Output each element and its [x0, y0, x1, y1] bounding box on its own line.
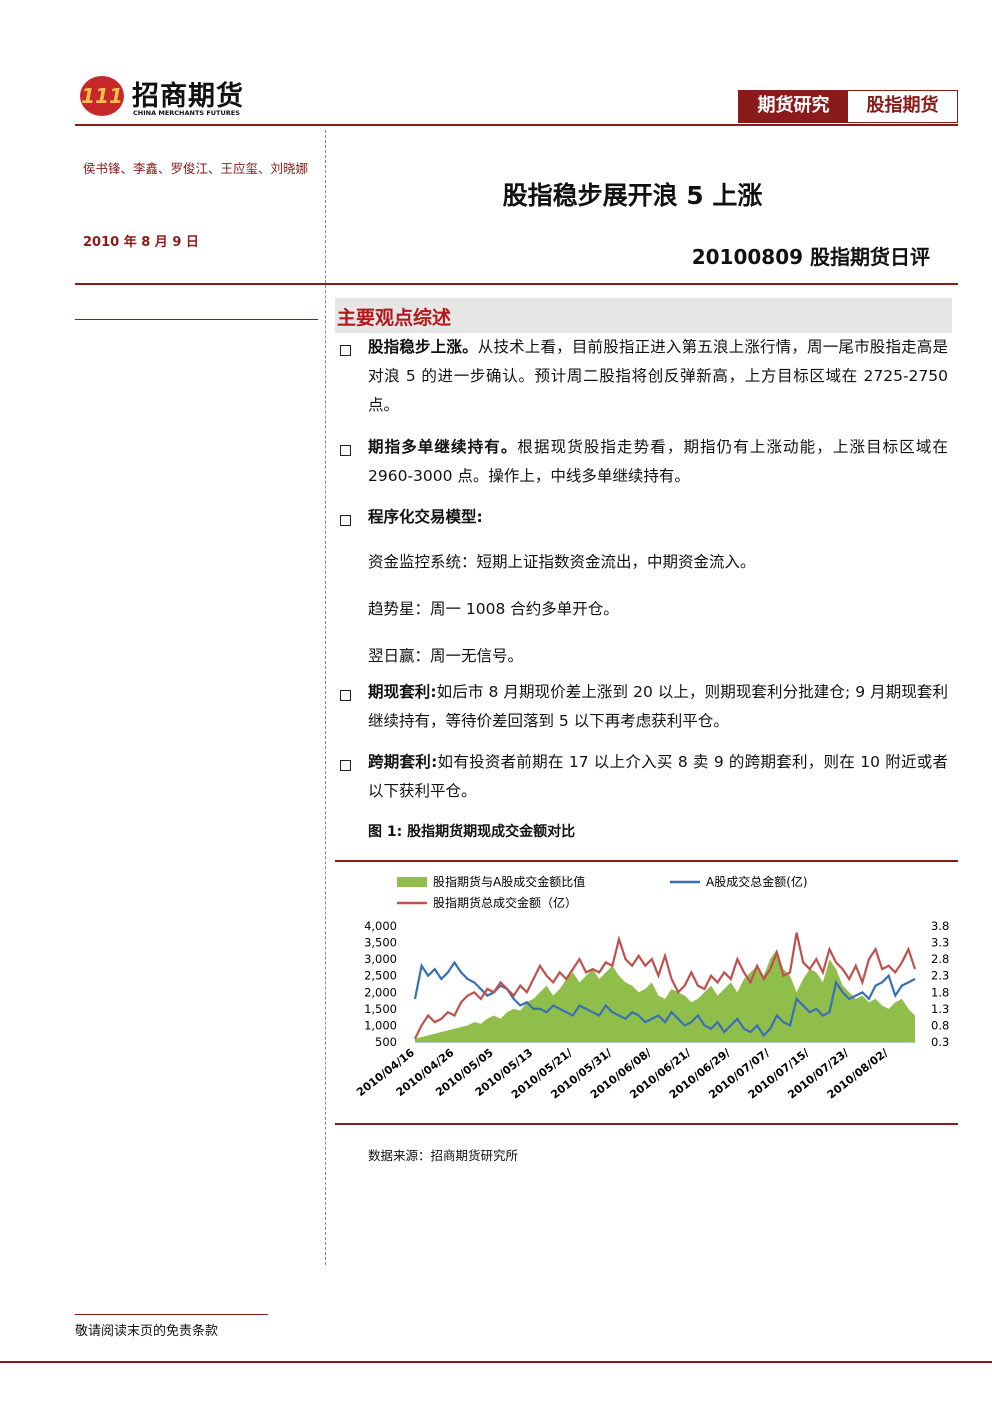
bullet-box — [340, 345, 351, 356]
bullet-box — [340, 690, 351, 701]
y2-tick-label: 0.8 — [931, 1018, 949, 1032]
line — [414, 932, 917, 1040]
model-line: 趋势星：周一 1008 合约多单开仓。 — [368, 600, 619, 618]
svg-text:111: 111 — [81, 84, 123, 108]
doc-title: 股指稳步展开浪 5 上涨 — [502, 181, 763, 210]
logo-cn: 招商期货 — [132, 81, 244, 112]
logo-icon: 111 — [80, 76, 124, 116]
authors: 侯书锋、李鑫、罗俊江、王应玺、刘晓娜 — [83, 161, 309, 176]
y2-tick-label: 3.3 — [931, 936, 949, 950]
header-tag: 股指期货 — [866, 95, 939, 116]
title-rule — [75, 283, 958, 285]
bullet-box — [340, 515, 351, 526]
bullet: 期指多单继续持有。根据现货股指走势看，期指仍有上涨动能，上涨目标区域在 2960… — [368, 433, 948, 491]
legend-label: 股指期货与A股成交金额比值 — [433, 874, 585, 889]
y-tick-label: 1,500 — [364, 1002, 397, 1016]
doc-subtitle: 20100809 股指期货日评 — [691, 245, 930, 269]
bullet-box — [340, 760, 351, 771]
bullet-lead: 股指稳步上涨。 — [368, 338, 478, 356]
y2-tick-label: 2.8 — [931, 952, 949, 966]
bullet-text: 如后市 8 月期现价差上涨到 20 以上，则期现套利分批建仓; 9 月期现套利继… — [368, 683, 948, 730]
section-bar: 主要观点综述 — [335, 298, 952, 333]
model-line: 翌日赢：周一无信号。 — [368, 647, 524, 665]
bullet-text: 如有投资者前期在 17 以上介入买 8 卖 9 的跨期套利，则在 10 附近或者… — [368, 753, 948, 800]
page-rule — [0, 1361, 992, 1363]
bullet-lead: 期指多单继续持有。 — [368, 438, 518, 456]
y-tick-label: 1,000 — [364, 1018, 397, 1032]
bullet: 程序化交易模型: — [368, 503, 948, 532]
bullet-lead: 期现套利: — [368, 683, 437, 701]
header-tag: 期货研究 — [739, 91, 848, 122]
section-title: 主要观点综述 — [337, 307, 452, 329]
figure-rule — [335, 860, 958, 862]
bullet-text: 从技术上看，目前股指正进入第五浪上涨行情，周一尾市股指走高是对浪 5 的进一步确… — [368, 338, 948, 414]
y2-tick-label: 3.8 — [931, 919, 949, 933]
date: 2010 年 8 月 9 日 — [83, 235, 199, 250]
bullet-box — [340, 445, 351, 456]
footer-rule — [75, 1314, 268, 1315]
logo-en: CHINA MERCHANTS FUTURES — [133, 109, 240, 117]
y2-tick-label: 0.3 — [931, 1035, 949, 1049]
bullet: 跨期套利:如有投资者前期在 17 以上介入买 8 卖 9 的跨期套利，则在 10… — [368, 748, 948, 806]
legend-label: A股成交总金额(亿) — [706, 874, 808, 889]
bullet-lead: 跨期套利: — [368, 753, 438, 771]
legend-swatch — [397, 877, 427, 887]
figure-caption: 图 1: 股指期货期现成交金额对比 — [368, 824, 576, 840]
bullet: 期现套利:如后市 8 月期现价差上涨到 20 以上，则期现套利分批建仓; 9 月… — [368, 678, 948, 736]
column-divider — [325, 130, 326, 1265]
chart: 500 1,000 1,500 2,000 2,500 3,000 3,500 4,000 0.… — [354, 874, 949, 1101]
source: 数据来源：招商期货研究所 — [368, 1148, 519, 1163]
legend-label: 股指期货总成交金额（亿） — [433, 895, 577, 910]
y2-tick-label: 1.8 — [931, 985, 949, 999]
header-tags: 期货研究 股指期货 — [738, 90, 958, 123]
line — [413, 960, 916, 1038]
footer-note: 敬请阅读末页的免责条款 — [75, 1324, 219, 1339]
bullet-lead: 程序化交易模型: — [368, 508, 483, 526]
bullet: 股指稳步上涨。从技术上看，目前股指正进入第五浪上涨行情，周一尾市股指走高是对浪 … — [368, 333, 948, 420]
y-tick-label: 3,000 — [364, 952, 397, 966]
header-rule — [75, 124, 958, 126]
y-tick-label: 3,500 — [364, 936, 397, 950]
y2-tick-label: 1.3 — [931, 1002, 949, 1016]
bullet-text: 根据现货股指走势看，期指仍有上涨动能，上涨目标区域在 2960-3000 点。操… — [368, 438, 948, 485]
model-line: 资金监控系统：短期上证指数资金流出，中期资金流入。 — [368, 553, 756, 571]
y2-tick-label: 2.3 — [931, 969, 949, 983]
y-tick-label: 500 — [375, 1035, 397, 1049]
left-rule — [75, 319, 318, 320]
y-tick-label: 4,000 — [364, 919, 397, 933]
y-tick-label: 2,000 — [364, 985, 397, 999]
y-tick-label: 2,500 — [364, 969, 397, 983]
figure-rule — [335, 1123, 958, 1125]
area — [415, 949, 915, 1042]
